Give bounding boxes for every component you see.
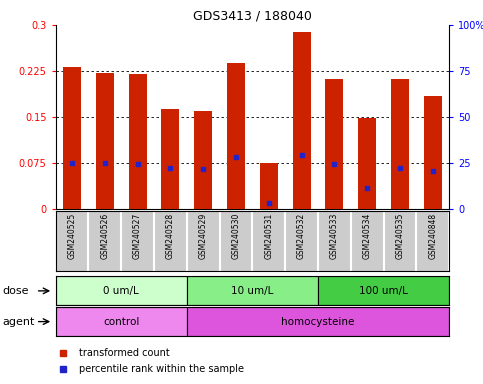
Text: dose: dose (2, 286, 29, 296)
Text: homocysteine: homocysteine (281, 316, 355, 327)
Text: GSM240528: GSM240528 (166, 213, 175, 259)
Bar (187, 307, 449, 336)
Text: GSM240530: GSM240530 (231, 213, 241, 259)
Bar (187, 276, 318, 305)
Text: transformed count: transformed count (79, 348, 170, 358)
Bar (260, 162, 278, 209)
Bar (326, 79, 343, 209)
Bar (391, 79, 409, 209)
Bar (318, 276, 449, 305)
Text: 100 um/L: 100 um/L (359, 286, 408, 296)
Text: GSM240526: GSM240526 (100, 213, 109, 259)
Bar (161, 109, 179, 209)
Text: GSM240529: GSM240529 (199, 213, 208, 259)
Bar (96, 73, 114, 209)
Text: GSM240535: GSM240535 (396, 213, 404, 259)
Bar (424, 96, 442, 209)
Bar (56, 307, 187, 336)
Text: GSM240531: GSM240531 (264, 213, 273, 259)
Title: GDS3413 / 188040: GDS3413 / 188040 (193, 9, 312, 22)
Bar (358, 118, 376, 209)
Text: GSM240525: GSM240525 (68, 213, 76, 259)
Bar (128, 74, 146, 209)
Text: agent: agent (2, 316, 35, 327)
Bar (63, 67, 81, 209)
Bar (293, 32, 311, 209)
Bar (194, 111, 212, 209)
Text: percentile rank within the sample: percentile rank within the sample (79, 364, 244, 374)
Bar (227, 63, 245, 209)
Text: 10 um/L: 10 um/L (231, 286, 273, 296)
Text: GSM240532: GSM240532 (297, 213, 306, 259)
Bar (56, 276, 187, 305)
Text: GSM240533: GSM240533 (330, 213, 339, 259)
Text: GSM240848: GSM240848 (428, 213, 437, 259)
Text: GSM240527: GSM240527 (133, 213, 142, 259)
Text: 0 um/L: 0 um/L (103, 286, 139, 296)
Text: control: control (103, 316, 139, 327)
Text: GSM240534: GSM240534 (363, 213, 372, 259)
